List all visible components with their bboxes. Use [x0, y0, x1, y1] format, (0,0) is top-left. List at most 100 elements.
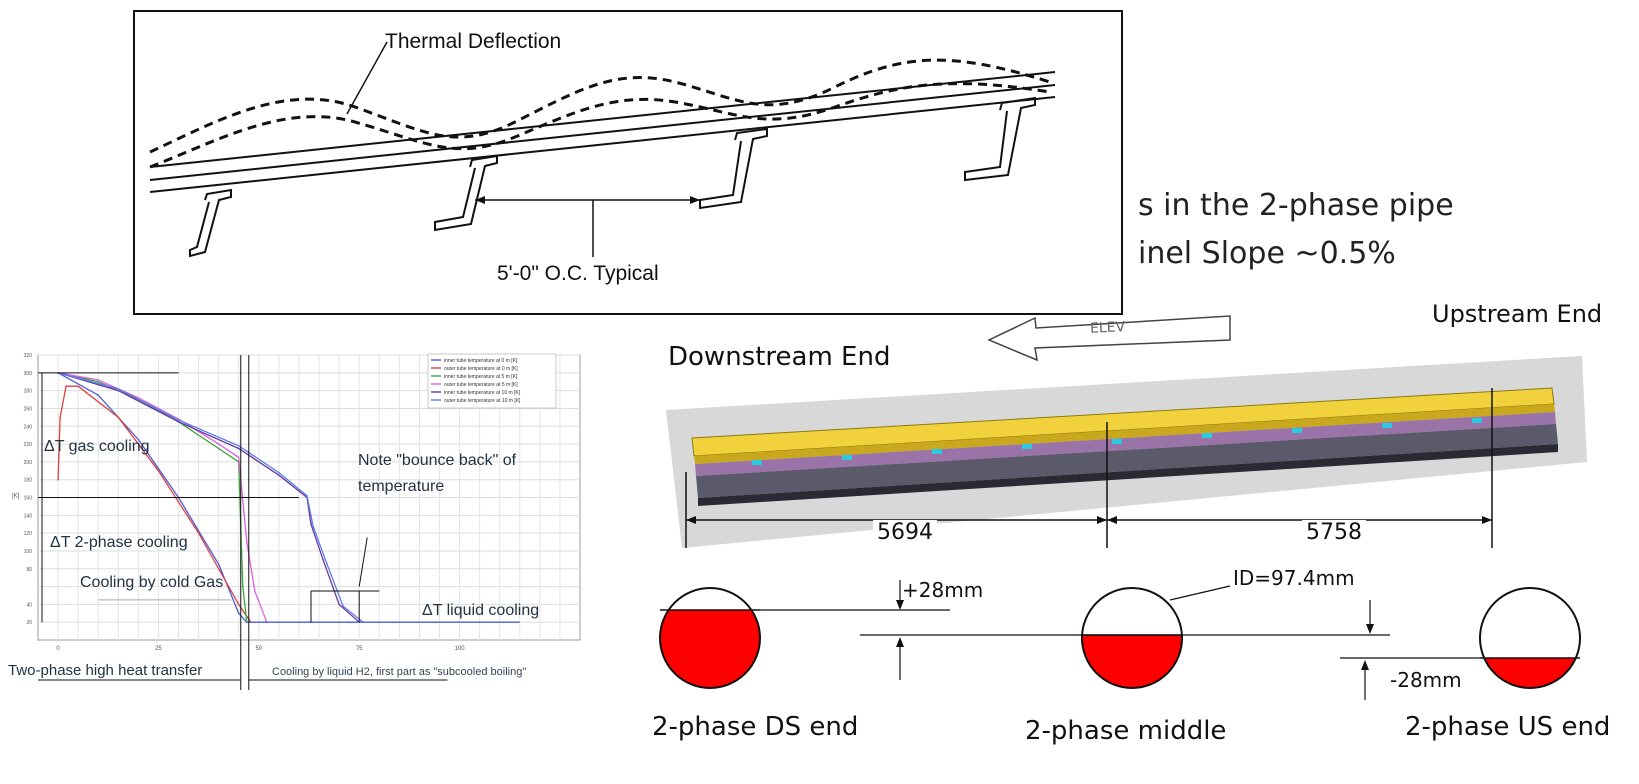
data-point	[97, 394, 100, 396]
y-tick-label: 20	[26, 620, 32, 626]
annotation-dt-liquid: ΔT liquid cooling	[422, 602, 540, 619]
purlin-2	[434, 154, 498, 232]
y-tick-label: 40	[26, 602, 32, 608]
pipe-us-label: 2-phase US end	[1405, 712, 1611, 742]
slide-text-line1: s in the 2-phase pipe	[1138, 188, 1454, 223]
data-point	[137, 438, 140, 441]
data-point	[322, 559, 324, 561]
data-point	[241, 585, 244, 588]
annotation-note-bounce-2: temperature	[358, 478, 445, 495]
pipe-ds-label: 2-phase DS end	[652, 712, 859, 742]
data-point	[326, 563, 328, 566]
legend-entry: outer tube temperature at 0 m [K]	[444, 366, 518, 372]
y-tick-label: 100	[24, 549, 33, 555]
data-point	[217, 447, 220, 450]
y-tick-label: 140	[24, 513, 33, 519]
data-point	[59, 416, 61, 419]
legend-entry: outer tube temperature at 5 m [K]	[444, 382, 518, 388]
annotation-two-phase-high: Two-phase high heat transfer	[8, 662, 203, 679]
data-point	[97, 380, 100, 383]
pipe-us-end	[1479, 587, 1581, 689]
data-point	[278, 474, 280, 477]
id-label: ID=97.4mm	[1233, 566, 1355, 590]
data-point	[237, 456, 240, 459]
flow-arrow-label: ELEV	[1089, 319, 1126, 337]
dim-right-value: 5758	[1302, 520, 1366, 545]
data-point	[57, 478, 59, 481]
legend-entry: outer tube temperature at 10 m [K]	[444, 398, 521, 404]
plus-28mm-label: +28mm	[902, 578, 984, 602]
y-tick-label: 320	[24, 353, 33, 359]
data-point	[97, 379, 100, 381]
legend-entry: inner tube temperature at 10 m [K]	[444, 390, 521, 396]
data-point	[237, 603, 240, 606]
thermal-leader	[346, 41, 388, 115]
data-point	[137, 396, 140, 399]
flow-arrow	[987, 315, 1231, 362]
annotation-cooling-liquid: Cooling by liquid H2, first part as "sub…	[272, 666, 527, 678]
x-tick-label: 100	[455, 646, 466, 652]
data-point	[237, 612, 240, 615]
data-point	[65, 385, 67, 387]
data-point	[245, 541, 248, 543]
data-point	[77, 385, 79, 387]
annotation-cooling-cold-gas: Cooling by cold Gas	[80, 574, 224, 591]
pipe-middle	[1081, 587, 1183, 689]
data-point	[306, 494, 308, 497]
data-point	[217, 563, 220, 566]
pipe-middle-label: 2-phase middle	[1025, 716, 1227, 746]
slide-text-line2: inel Slope ~0.5%	[1138, 236, 1396, 271]
pipe-rail	[149, 84, 1056, 181]
annotation-dt-gas: ΔT gas cooling	[44, 438, 150, 455]
deflection-wave-upper	[149, 58, 1051, 154]
pipe-rail	[149, 96, 1056, 193]
annotation-note-bounce-1: Note "bounce back" of	[358, 452, 517, 469]
purlin-4	[964, 96, 1036, 182]
y-tick-label: 220	[24, 442, 33, 448]
x-tick-label: 50	[255, 646, 262, 652]
deflection-drawing	[149, 41, 1056, 258]
data-point	[197, 532, 200, 534]
purlin-3	[699, 127, 768, 210]
data-point	[237, 445, 240, 447]
pipe-ds-end	[659, 587, 761, 689]
minus-28mm-label: -28mm	[1390, 668, 1462, 692]
data-point	[310, 523, 312, 526]
x-tick-label: 75	[356, 646, 363, 652]
legend-entry: inner tube temperature at 0 m [K]	[444, 358, 518, 364]
y-tick-label: 80	[26, 567, 32, 573]
data-point	[338, 603, 340, 606]
data-point	[177, 420, 180, 423]
data-point	[312, 525, 314, 527]
data-point	[157, 469, 160, 472]
purlin-1	[189, 188, 232, 258]
data-point	[177, 419, 180, 421]
y-tick-label: 240	[24, 424, 33, 430]
y-tick-label: 200	[24, 460, 33, 466]
data-point	[278, 471, 280, 474]
dim-left-value: 5694	[873, 520, 937, 545]
deflection-wave-lower	[149, 82, 1051, 169]
data-point	[342, 605, 344, 607]
y-tick-label: 160	[24, 496, 33, 502]
cryostat-assembly-render	[666, 356, 1587, 548]
upstream-end-label: Upstream End	[1432, 300, 1603, 328]
y-tick-label: 260	[24, 406, 33, 412]
y-tick-label: 280	[24, 389, 33, 395]
thermal-deflection-panel: Thermal Deflection 5'-0" O.C. Typical	[133, 10, 1123, 315]
temperature-chart: 0 25 50 75 100 20 40 80 100 120 140 160 180 200 220 240…	[12, 353, 581, 690]
series-line	[57, 372, 360, 623]
legend-entry: inner tube temperature at 5 m [K]	[444, 374, 518, 380]
pipe-cross-sections	[659, 580, 1581, 700]
data-point	[217, 443, 220, 445]
bounce-leader	[358, 537, 368, 587]
downstream-end-label: Downstream End	[668, 342, 891, 372]
annotation-dt-two-phase: ΔT 2-phase cooling	[50, 534, 188, 551]
thermal-deflection-label: Thermal Deflection	[385, 30, 562, 53]
y-tick-label: 120	[24, 531, 33, 537]
y-axis-label: [K]	[12, 494, 20, 500]
x-tick-label: 25	[155, 646, 162, 652]
y-tick-label: 180	[24, 478, 33, 484]
data-point	[237, 447, 240, 450]
series-line	[57, 372, 364, 623]
